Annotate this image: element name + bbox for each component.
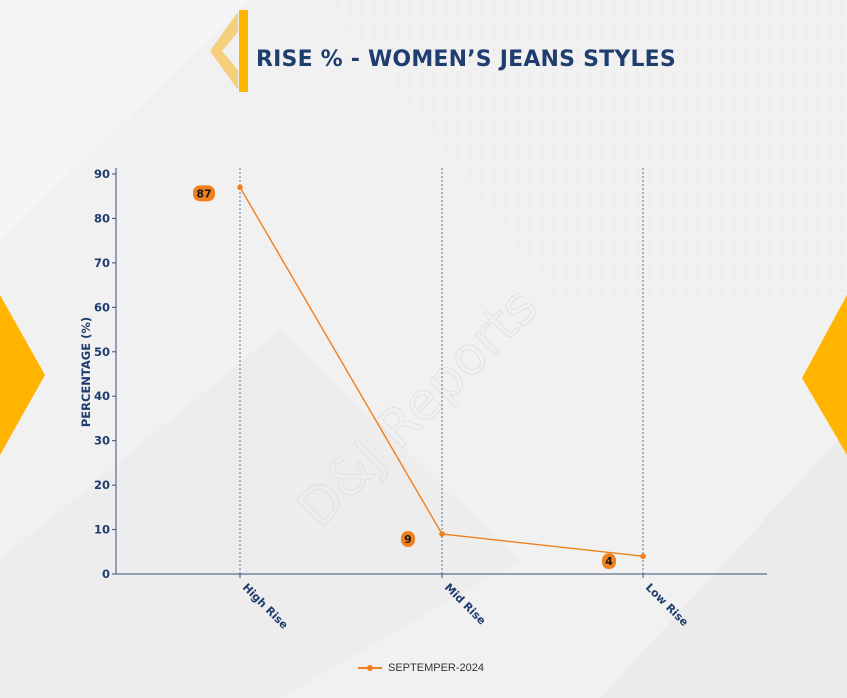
header: RISE % - WOMEN’S JEANS STYLES (208, 10, 676, 92)
y-tick-label: 40 (94, 389, 110, 403)
legend-label: SEPTEMPER-2024 (388, 662, 484, 674)
series (237, 184, 646, 560)
x-axis: High Rise Mid Rise Low Rise (239, 574, 691, 632)
data-label-bg (193, 185, 215, 202)
x-tick-label: High Rise (240, 581, 291, 632)
data-point (439, 531, 445, 537)
data-label: 87 (196, 187, 211, 200)
y-axis-label: PERCENTAGE (%) (79, 317, 93, 427)
y-tick-label: 90 (94, 167, 110, 181)
watermark: D&J Reports (286, 276, 549, 539)
y-tick-label: 70 (94, 256, 110, 270)
data-label-bg (602, 553, 616, 570)
logo-icon (210, 10, 248, 92)
x-tick-label: Mid Rise (442, 581, 488, 627)
y-axis: 0 10 20 30 40 50 60 70 80 90 (94, 167, 116, 581)
data-label: 9 (404, 533, 412, 546)
legend-marker-icon (358, 662, 382, 674)
y-tick-label: 10 (94, 523, 110, 537)
y-tick-label: 80 (94, 211, 110, 225)
data-point (640, 553, 646, 560)
x-tick-label: Low Rise (643, 581, 691, 629)
data-point (237, 184, 243, 191)
data-labels: 87 9 4 (193, 185, 616, 570)
right-yellow-triangle (802, 295, 847, 455)
y-tick-label: 30 (94, 434, 110, 448)
y-tick-label: 0 (102, 567, 110, 581)
y-tick-label: 60 (94, 300, 110, 314)
legend: SEPTEMPER-2024 (358, 660, 484, 676)
y-tick-label: 20 (94, 478, 110, 492)
y-tick-label: 50 (94, 345, 110, 359)
page-title: RISE % - WOMEN’S JEANS STYLES (256, 47, 676, 72)
left-yellow-triangle (0, 295, 45, 455)
data-label-bg (401, 531, 415, 547)
data-label: 4 (605, 555, 613, 568)
